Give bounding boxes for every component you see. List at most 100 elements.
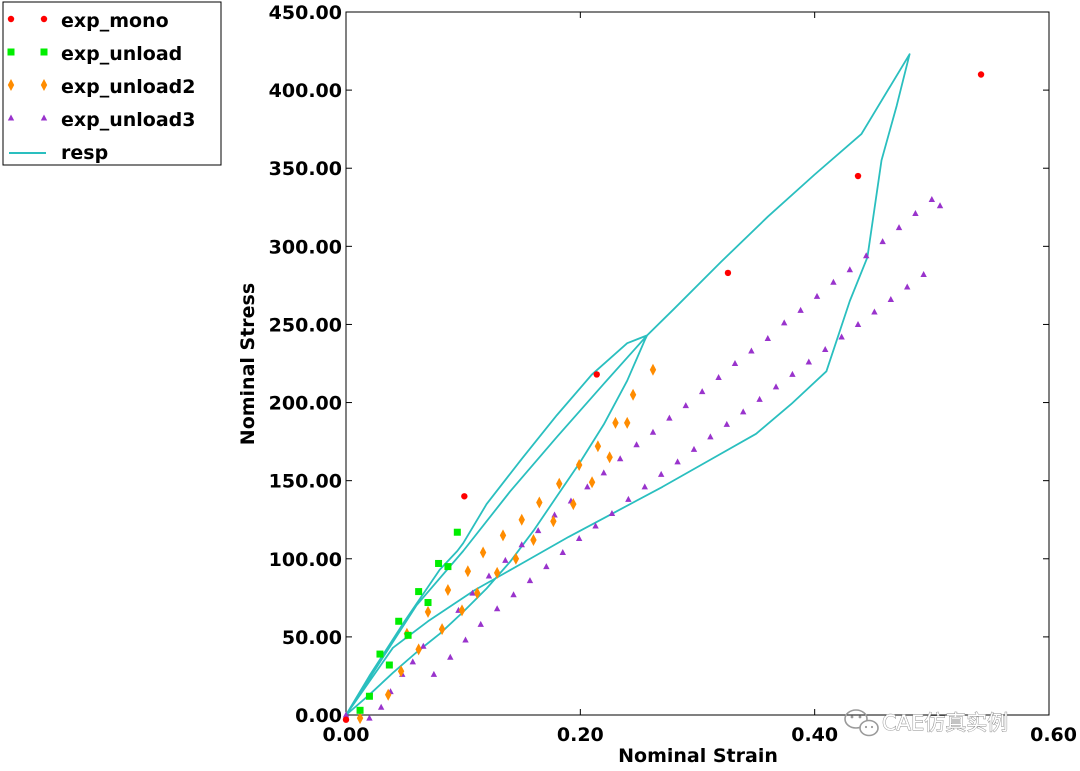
legend-swatch bbox=[40, 15, 48, 23]
y-tick-label: 150.00 bbox=[269, 471, 342, 493]
axis-tick-labels: 0.00 50.00 100.00 150.00 200.00 250.00 300.00 3… bbox=[269, 2, 1077, 746]
data-point-exp_unload bbox=[415, 588, 423, 596]
data-point-exp_unload3 bbox=[625, 495, 632, 502]
legend: exp_mono exp_unload exp_unload2 exp_unload3… bbox=[2, 1, 222, 166]
data-point-exp_unload3 bbox=[764, 335, 771, 342]
data-point-exp_unload3 bbox=[846, 266, 854, 273]
data-point-exp_unload2 bbox=[588, 476, 596, 489]
data-point-exp_unload3 bbox=[871, 308, 878, 315]
data-point-exp_unload2 bbox=[512, 552, 520, 565]
y-tick-label: 400.00 bbox=[269, 80, 342, 102]
data-point-exp_unload3 bbox=[462, 636, 469, 643]
data-point-exp_unload3 bbox=[551, 511, 558, 518]
y-tick-label: 100.00 bbox=[269, 549, 342, 571]
data-point-exp_unload2 bbox=[384, 688, 392, 701]
legend-label: exp_unload3 bbox=[61, 109, 196, 131]
data-point-exp_unload3 bbox=[928, 195, 936, 202]
data-point-exp_unload3 bbox=[936, 202, 944, 209]
data-point-exp_unload bbox=[365, 692, 373, 700]
data-point-exp_unload2 bbox=[397, 665, 405, 678]
data-point-exp_unload2 bbox=[536, 496, 543, 509]
legend-swatch bbox=[7, 79, 15, 91]
data-point-exp_unload3 bbox=[854, 320, 862, 327]
data-point-exp_unload3 bbox=[485, 572, 493, 579]
data-point-exp_unload3 bbox=[707, 433, 714, 440]
legend-item-resp: resp bbox=[9, 142, 108, 164]
data-point-exp_unload3 bbox=[822, 345, 829, 352]
data-point-exp_unload2 bbox=[530, 534, 537, 547]
data-point-exp_unload2 bbox=[493, 566, 501, 579]
data-point-exp_mono bbox=[977, 71, 985, 78]
data-point-exp_unload3 bbox=[674, 458, 681, 465]
legend-item-exp_unload3: exp_unload3 bbox=[7, 109, 196, 131]
data-point-exp_unload2 bbox=[518, 513, 525, 526]
data-point-exp_unload3 bbox=[510, 591, 517, 598]
data-point-exp_unload3 bbox=[633, 441, 640, 448]
data-point-exp_unload3 bbox=[377, 703, 385, 710]
data-point-exp_unload bbox=[424, 599, 432, 607]
data-point-exp_unload2 bbox=[594, 440, 602, 453]
data-point-exp_unload2 bbox=[356, 712, 364, 725]
series-exp_unload3 bbox=[342, 195, 944, 721]
data-point-exp_unload2 bbox=[438, 623, 446, 636]
data-point-exp_unload2 bbox=[629, 388, 637, 401]
y-tick-label: 250.00 bbox=[269, 314, 342, 336]
data-point-exp_unload3 bbox=[447, 653, 454, 660]
data-point-exp_unload3 bbox=[608, 509, 616, 516]
data-point-exp_unload3 bbox=[805, 358, 813, 365]
legend-frame bbox=[2, 1, 222, 166]
data-point-exp_unload3 bbox=[409, 658, 416, 665]
data-point-exp_unload2 bbox=[575, 459, 583, 472]
data-point-exp_unload3 bbox=[584, 483, 591, 490]
legend-swatch bbox=[40, 114, 48, 121]
data-point-exp_mono bbox=[593, 371, 600, 378]
data-point-exp_unload bbox=[376, 650, 384, 658]
data-point-exp_unload3 bbox=[772, 383, 780, 390]
data-point-exp_unload2 bbox=[458, 604, 466, 617]
data-point-exp_unload3 bbox=[420, 642, 427, 649]
data-point-exp_unload3 bbox=[723, 420, 730, 427]
data-point-exp_unload3 bbox=[781, 319, 788, 326]
data-point-exp_unload3 bbox=[502, 556, 509, 563]
data-point-exp_unload3 bbox=[920, 270, 927, 277]
data-point-exp_unload3 bbox=[592, 522, 599, 529]
data-point-exp_unload3 bbox=[731, 360, 739, 366]
data-point-exp_unload3 bbox=[469, 589, 476, 596]
data-point-exp_unload bbox=[395, 617, 403, 625]
data-point-exp_mono bbox=[724, 269, 732, 277]
y-tick-label: 300.00 bbox=[269, 236, 342, 258]
series-layer bbox=[342, 53, 985, 725]
watermark: CAE仿真实例 bbox=[844, 709, 1009, 737]
data-point-exp_unload3 bbox=[912, 210, 919, 217]
y-tick-label: 350.00 bbox=[269, 158, 342, 180]
series-exp_unload2 bbox=[356, 363, 657, 725]
data-point-exp_unload3 bbox=[863, 252, 870, 259]
data-point-exp_unload3 bbox=[477, 620, 484, 627]
data-point-exp_unload3 bbox=[830, 278, 837, 285]
data-point-exp_unload3 bbox=[895, 224, 903, 231]
data-point-exp_unload3 bbox=[657, 470, 665, 477]
data-point-exp_unload3 bbox=[493, 605, 501, 612]
data-point-exp_unload2 bbox=[479, 546, 487, 559]
plot-frame bbox=[345, 11, 1050, 716]
series-exp_mono bbox=[342, 71, 985, 723]
data-point-exp_unload3 bbox=[534, 527, 542, 534]
data-point-exp_unload2 bbox=[464, 565, 472, 578]
data-point-exp_unload2 bbox=[649, 363, 657, 376]
data-point-exp_unload3 bbox=[543, 563, 550, 570]
x-tick-label: 0.20 bbox=[557, 724, 604, 746]
data-point-exp_unload3 bbox=[887, 295, 895, 302]
legend-item-exp_mono: exp_mono bbox=[7, 10, 169, 32]
wechat-icon bbox=[844, 709, 879, 737]
data-point-exp_unload3 bbox=[797, 306, 804, 313]
data-point-exp_unload bbox=[385, 661, 393, 669]
data-point-exp_mono bbox=[854, 172, 862, 180]
data-point-exp_unload3 bbox=[904, 283, 911, 290]
series-line-resp bbox=[345, 53, 911, 716]
data-point-exp_unload3 bbox=[666, 414, 673, 421]
data-point-exp_unload3 bbox=[789, 370, 796, 377]
x-tick-label: 0.40 bbox=[791, 724, 838, 746]
legend-swatch bbox=[40, 79, 48, 91]
